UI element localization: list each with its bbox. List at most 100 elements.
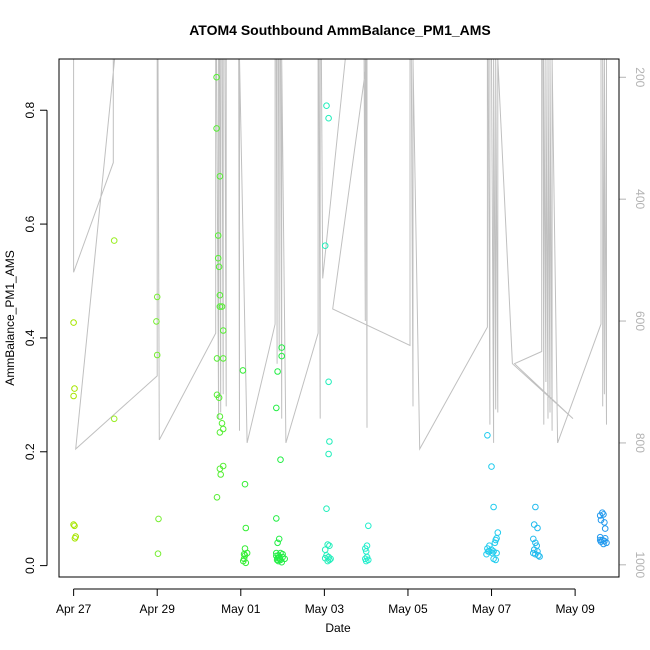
data-point bbox=[492, 556, 500, 564]
data-point bbox=[216, 465, 224, 473]
secondary-line bbox=[73, 58, 607, 451]
data-point bbox=[327, 555, 334, 563]
data-point bbox=[214, 254, 222, 262]
data-point bbox=[218, 303, 226, 310]
x-tick-label: May 09 bbox=[555, 602, 595, 616]
x-tick-label: Apr 27 bbox=[56, 602, 92, 616]
data-point bbox=[601, 525, 609, 532]
y-axis-label: AmmBalance_PM1_AMS bbox=[3, 250, 17, 385]
data-point bbox=[484, 432, 491, 439]
data-point bbox=[219, 355, 227, 362]
data-point bbox=[242, 559, 250, 567]
data-point bbox=[155, 515, 162, 523]
x-tick-label: Apr 29 bbox=[140, 602, 176, 616]
data-point bbox=[488, 463, 495, 470]
data-point bbox=[153, 293, 161, 301]
data-point bbox=[274, 368, 281, 375]
data-point bbox=[279, 553, 286, 561]
data-point bbox=[71, 535, 79, 542]
data-point bbox=[216, 303, 224, 310]
data-point bbox=[600, 540, 607, 548]
data-point bbox=[242, 524, 250, 532]
plot-frame bbox=[58, 58, 620, 578]
y2-tick-label: 800 bbox=[633, 433, 647, 453]
data-point bbox=[213, 355, 221, 362]
data-point bbox=[326, 542, 333, 550]
data-point bbox=[273, 515, 280, 522]
scatter-points bbox=[70, 73, 610, 567]
secondary-series bbox=[73, 58, 607, 451]
data-point bbox=[70, 392, 77, 400]
data-point bbox=[278, 344, 286, 351]
data-point bbox=[486, 548, 493, 555]
data-point bbox=[273, 556, 281, 564]
data-point bbox=[154, 550, 162, 558]
data-point bbox=[218, 420, 226, 427]
data-point bbox=[325, 553, 332, 561]
chart-title: ATOM4 Southbound AmmBalance_PM1_AMS bbox=[189, 22, 491, 38]
data-point bbox=[600, 511, 607, 518]
data-point bbox=[277, 456, 284, 464]
data-point bbox=[362, 557, 370, 565]
data-point bbox=[281, 555, 289, 563]
data-point bbox=[216, 429, 224, 436]
data-point bbox=[275, 535, 283, 543]
data-point bbox=[596, 536, 604, 544]
data-point bbox=[362, 545, 369, 552]
data-point bbox=[321, 242, 329, 249]
data-point bbox=[532, 503, 539, 511]
data-point bbox=[71, 385, 78, 392]
data-point bbox=[239, 367, 247, 374]
y-tick-label: 0.2 bbox=[23, 443, 37, 460]
data-point bbox=[601, 519, 608, 526]
data-point bbox=[71, 522, 78, 530]
y2-tick-label: 200 bbox=[633, 67, 647, 87]
data-point bbox=[216, 173, 224, 180]
data-point bbox=[213, 494, 221, 501]
data-point bbox=[70, 319, 77, 326]
x-tick-label: May 01 bbox=[221, 602, 261, 616]
data-point bbox=[530, 521, 538, 528]
x-axis-label: Date bbox=[325, 621, 351, 635]
y-tick-label: 0.8 bbox=[23, 102, 37, 119]
data-point bbox=[215, 263, 223, 271]
data-point bbox=[530, 535, 537, 543]
data-point bbox=[219, 327, 227, 334]
data-point bbox=[325, 114, 332, 122]
data-point bbox=[70, 521, 77, 528]
data-point bbox=[325, 450, 332, 458]
y2-tick-label: 1000 bbox=[633, 551, 647, 578]
data-point bbox=[213, 125, 220, 132]
data-point bbox=[536, 553, 543, 560]
y-tick-label: 0.4 bbox=[23, 329, 37, 346]
data-point bbox=[530, 546, 538, 554]
y-tick-label: 0.6 bbox=[23, 215, 37, 232]
data-point bbox=[110, 237, 118, 244]
data-point bbox=[492, 536, 500, 544]
data-point bbox=[321, 546, 329, 554]
x-tick-label: May 05 bbox=[388, 602, 428, 616]
data-point bbox=[493, 549, 500, 557]
data-point bbox=[153, 318, 160, 325]
data-point bbox=[273, 404, 280, 412]
data-point bbox=[534, 524, 541, 532]
data-point bbox=[326, 556, 333, 564]
data-point bbox=[215, 394, 223, 402]
data-point bbox=[491, 539, 499, 547]
data-point bbox=[110, 415, 118, 423]
data-point bbox=[488, 546, 495, 554]
data-point bbox=[216, 413, 224, 420]
data-point bbox=[323, 505, 330, 513]
data-point bbox=[274, 539, 281, 547]
axes: Apr 27 Apr 29 May 01 May 03 May 05 May 07 May … bbox=[23, 67, 647, 616]
x-tick-label: May 07 bbox=[472, 602, 512, 616]
data-point bbox=[217, 471, 224, 478]
data-point bbox=[213, 73, 220, 81]
data-point bbox=[219, 425, 227, 433]
data-point bbox=[214, 232, 222, 239]
data-point bbox=[323, 102, 330, 109]
data-point bbox=[241, 480, 249, 488]
data-point bbox=[601, 537, 608, 545]
y2-tick-label: 400 bbox=[633, 189, 647, 209]
